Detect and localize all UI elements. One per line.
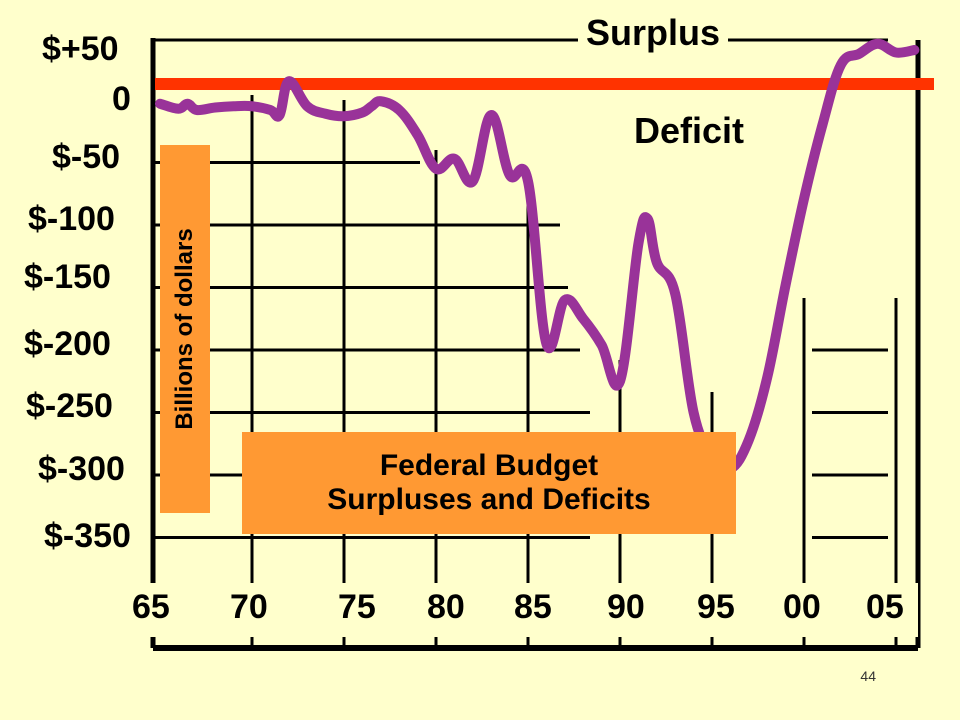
ylabel-box: [160, 145, 210, 513]
y-tick-label: $-200: [24, 325, 111, 363]
y-axis-label: Billions of dollars: [171, 228, 198, 430]
x-tick-band: [118, 583, 918, 637]
y-tick-label: $-100: [28, 200, 115, 238]
surplus-region-label: Surplus: [578, 12, 729, 54]
x-tick-label: 65: [132, 588, 170, 626]
x-tick-label: 05: [866, 588, 904, 626]
y-tick-label: $+50: [42, 30, 119, 68]
x-tick-label: 95: [697, 588, 735, 626]
chart-title-box: Federal Budget Surpluses and Deficits: [242, 432, 736, 534]
y-tick-label: $-300: [38, 450, 125, 488]
chart-subtitle: Surpluses and Deficits: [327, 483, 651, 516]
y-tick-label: $-150: [24, 258, 111, 296]
y-tick-label: 0: [112, 80, 131, 118]
deficit-series-line: [155, 38, 920, 475]
y-tick-label: $-350: [44, 517, 131, 555]
series-group: [155, 38, 920, 475]
y-tick-label: $-250: [26, 387, 113, 425]
page-number: 44: [860, 668, 876, 684]
chart-title: Federal Budget: [379, 448, 599, 482]
chart-axes: [150, 38, 921, 651]
x-tick-label: 90: [607, 588, 645, 626]
x-tick-label: 80: [427, 588, 465, 626]
x-tick-label: 00: [783, 588, 821, 626]
deficit-region-label: Deficit: [634, 110, 745, 151]
y-tick-label: $-50: [52, 138, 121, 176]
x-tick-label: 70: [230, 588, 268, 626]
x-tick-label: 85: [514, 588, 552, 626]
x-tick-label: 75: [338, 588, 376, 626]
